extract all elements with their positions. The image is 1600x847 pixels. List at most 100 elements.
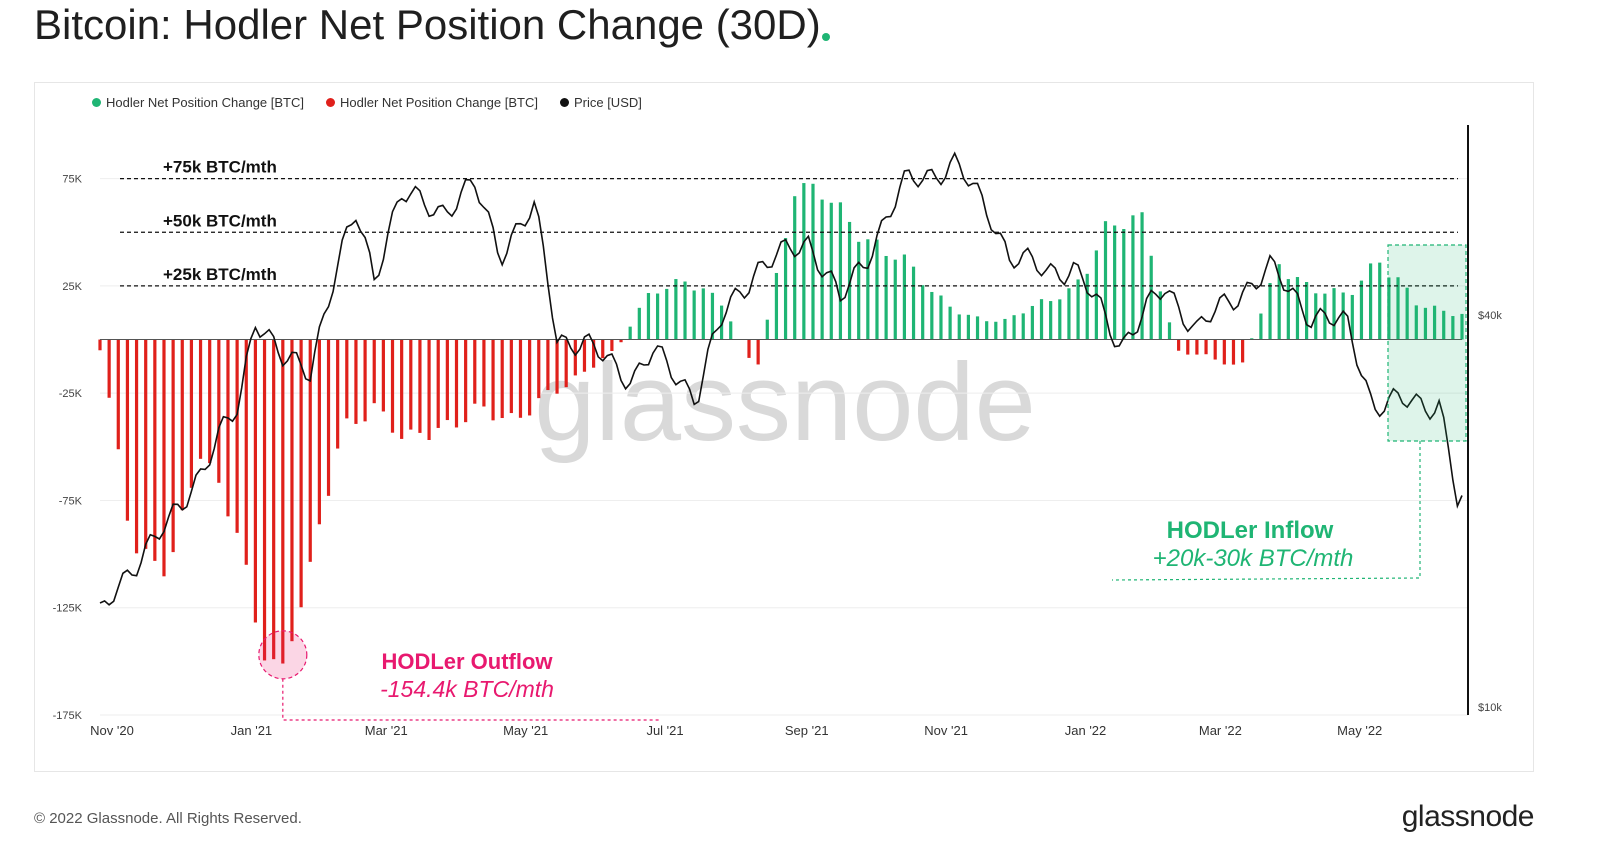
- bar: [381, 339, 385, 412]
- inflow-annotation-value: +20k-30k BTC/mth: [1153, 545, 1354, 572]
- bar: [144, 339, 148, 549]
- x-tick-label: Nov '21: [924, 723, 968, 738]
- bar: [1442, 310, 1446, 340]
- bar: [125, 339, 130, 521]
- bar: [1131, 215, 1135, 340]
- bar: [1387, 277, 1391, 340]
- reference-line-label: +50k BTC/mth: [163, 211, 277, 230]
- bar: [930, 291, 934, 340]
- bar: [701, 288, 705, 340]
- bar: [793, 196, 797, 340]
- bar: [1231, 339, 1236, 365]
- bar: [153, 339, 157, 561]
- bar: [948, 306, 952, 340]
- bar: [756, 339, 760, 365]
- y-tick-label: -175K: [53, 710, 83, 722]
- bar: [482, 339, 486, 407]
- bar: [537, 339, 541, 399]
- outflow-annotation-value: -154.4k BTC/mth: [380, 676, 554, 702]
- bar: [1213, 339, 1217, 360]
- bar: [1030, 305, 1034, 340]
- y-tick-label: -75K: [59, 495, 83, 507]
- bar: [665, 288, 669, 340]
- legend-item-outflow[interactable]: Hodler Net Position Change [BTC]: [325, 95, 538, 110]
- reference-line-label: +25k BTC/mth: [163, 265, 277, 284]
- bar: [464, 339, 468, 423]
- bar: [518, 339, 523, 418]
- bar: [911, 266, 916, 340]
- x-tick-label: Jan '21: [231, 723, 273, 738]
- bar: [1277, 264, 1281, 340]
- x-tick-label: Mar '22: [1199, 723, 1242, 738]
- bar: [1305, 282, 1309, 340]
- x-tick-label: Nov '20: [90, 723, 134, 738]
- bar: [354, 339, 358, 424]
- legend-item-price[interactable]: Price [USD]: [559, 95, 642, 110]
- bar: [619, 339, 623, 343]
- bar: [765, 319, 769, 340]
- bar: [893, 259, 897, 340]
- bar: [1186, 339, 1190, 355]
- bar: [253, 339, 257, 623]
- bar: [1359, 280, 1364, 340]
- bar: [208, 339, 212, 464]
- chart-legend: Hodler Net Position Change [BTC] Hodler …: [92, 95, 642, 110]
- bar: [290, 339, 294, 642]
- bar: [1332, 288, 1336, 340]
- bar: [317, 339, 321, 525]
- bar: [1259, 313, 1263, 340]
- bar: [217, 339, 221, 483]
- bar: [1177, 339, 1181, 351]
- bar: [134, 339, 139, 554]
- y-right-tick-label: $40k: [1478, 310, 1502, 322]
- bar: [1158, 291, 1162, 340]
- bar: [1012, 315, 1016, 340]
- bar: [262, 339, 267, 661]
- bar: [1250, 338, 1254, 340]
- inflow-connector: [1111, 441, 1421, 581]
- bar: [994, 321, 998, 340]
- bar: [1451, 316, 1455, 340]
- x-tick-label: Sep '21: [785, 723, 829, 738]
- bar: [710, 292, 715, 340]
- bar: [921, 285, 925, 340]
- bar: [866, 239, 870, 340]
- bar: [1122, 229, 1126, 340]
- bar: [957, 314, 961, 340]
- bar: [528, 339, 532, 416]
- bar: [1323, 293, 1327, 340]
- legend-item-inflow[interactable]: Hodler Net Position Change [BTC]: [92, 95, 304, 110]
- page-title: Bitcoin: Hodler Net Position Change (30D…: [34, 0, 830, 50]
- bar: [1405, 287, 1409, 340]
- legend-label: Hodler Net Position Change [BTC]: [339, 95, 538, 110]
- bar: [454, 339, 459, 428]
- inflow-highlight-box: [1387, 244, 1467, 442]
- bar: [838, 202, 843, 340]
- bar: [582, 339, 587, 372]
- bar: [592, 339, 596, 368]
- bar: [564, 339, 568, 388]
- bar: [418, 339, 422, 433]
- bar: [1195, 339, 1199, 355]
- bar: [189, 339, 194, 488]
- bar: [363, 339, 367, 422]
- bar: [875, 239, 879, 340]
- bar: [783, 238, 788, 340]
- bar: [902, 254, 907, 340]
- bar: [1460, 313, 1464, 340]
- legend-label: Hodler Net Position Change [BTC]: [106, 95, 304, 110]
- bar: [1103, 221, 1108, 340]
- bar: [390, 339, 395, 433]
- legend-dot-icon: [559, 98, 569, 107]
- chart-frame: [34, 82, 1534, 772]
- bar: [473, 339, 477, 404]
- y-tick-label: 25K: [62, 281, 82, 293]
- bar: [1268, 283, 1272, 340]
- outflow-connector: [282, 678, 660, 721]
- outflow-annotation-title: HODLer Outflow: [381, 649, 553, 674]
- bar: [436, 339, 440, 428]
- bar: [116, 339, 120, 450]
- bar: [573, 339, 577, 376]
- bar: [409, 339, 413, 430]
